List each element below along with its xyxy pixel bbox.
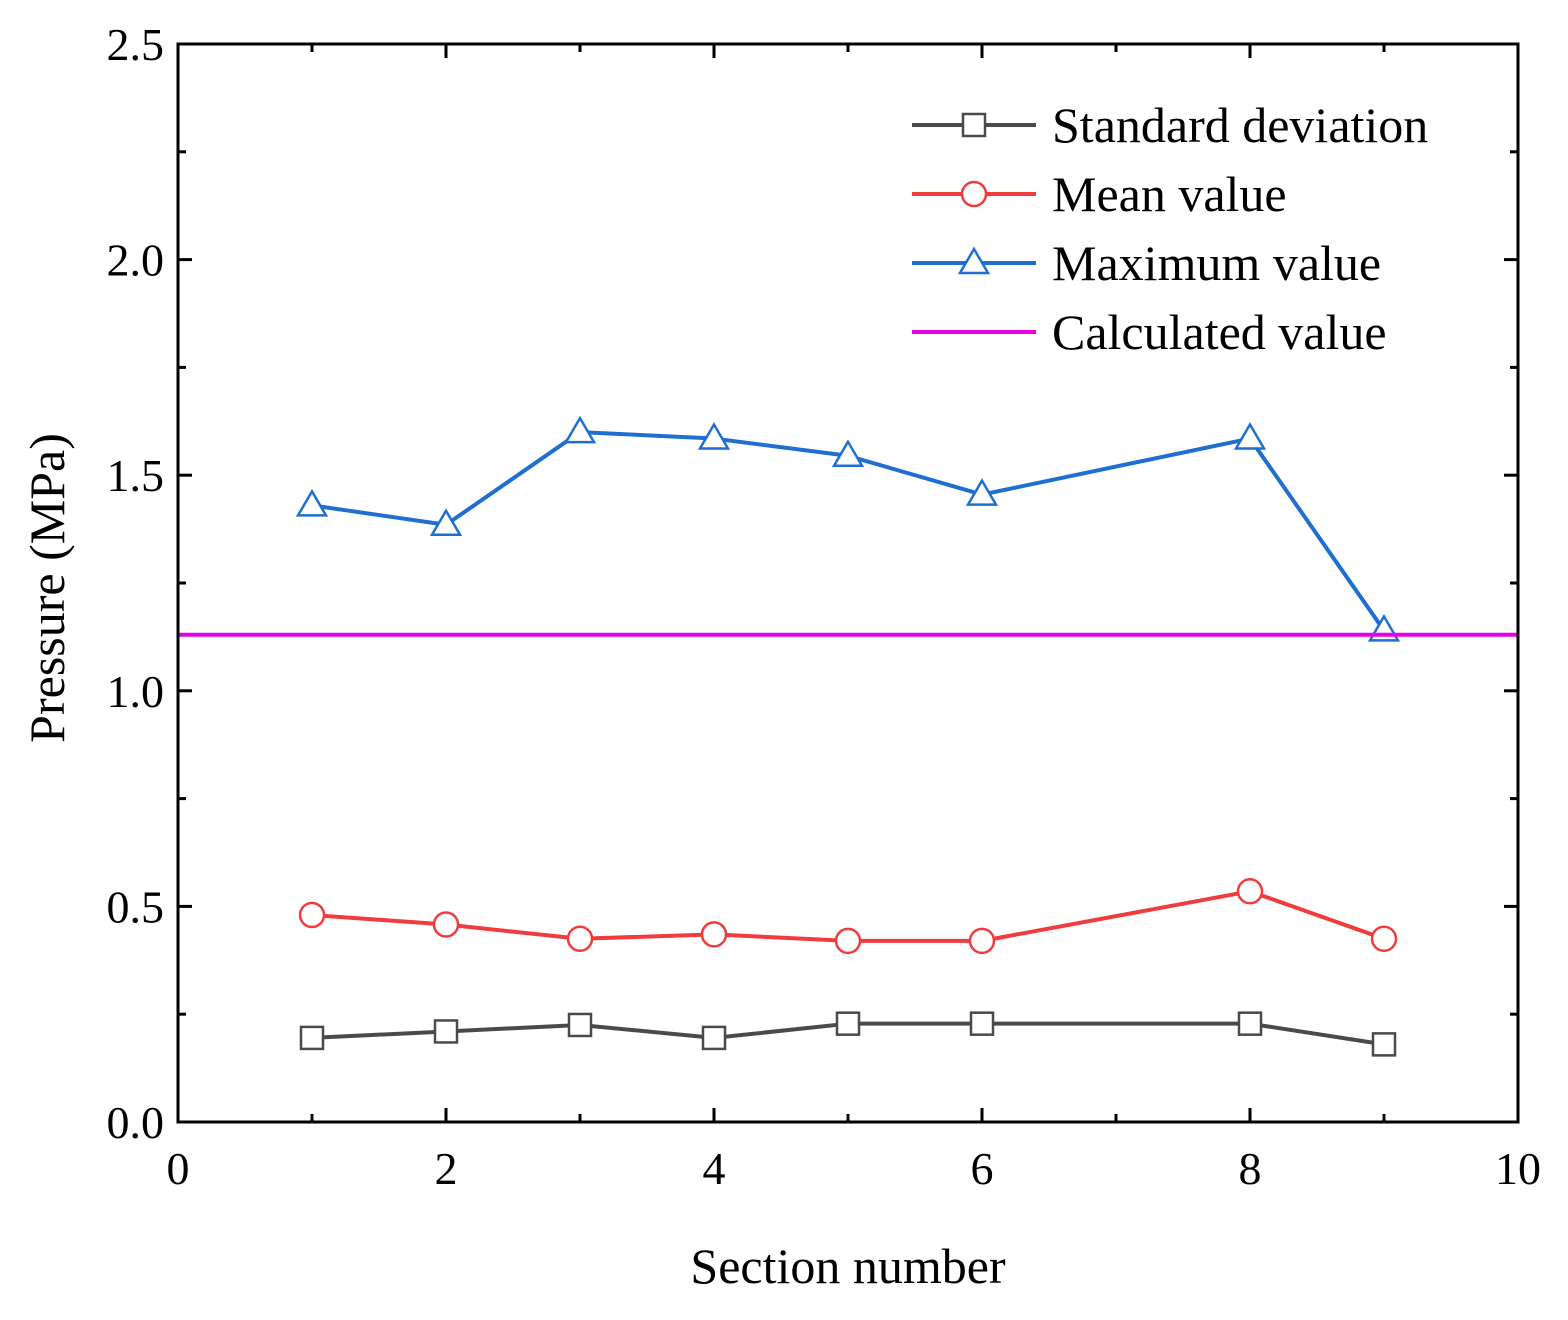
x-tick-label: 6 — [971, 1143, 994, 1194]
data-point-triangle — [965, 478, 999, 506]
legend-item: Mean value — [912, 166, 1287, 222]
data-point-circle — [1370, 925, 1398, 952]
y-tick-label: 0.5 — [107, 881, 165, 932]
legend-label: Standard deviation — [1052, 97, 1428, 153]
data-point-circle — [834, 927, 862, 955]
plot-frame — [176, 42, 1520, 1124]
data-point-square — [1371, 1032, 1397, 1057]
tick-labels: 0 2 4 6 8 10 0.0 0.5 1.0 1.5 2.0 2.5 — [107, 19, 1542, 1194]
legend-marker-circle — [960, 180, 988, 208]
data-point-triangle — [295, 488, 329, 517]
legend-marker-square — [961, 112, 987, 138]
y-tick-label: 0.0 — [107, 1097, 165, 1148]
x-tick-label: 4 — [703, 1143, 726, 1194]
axes — [176, 42, 1520, 1124]
legend-item: Maximum value — [912, 235, 1381, 291]
legend-marker-triangle — [957, 246, 991, 275]
data-point-square — [835, 1011, 861, 1036]
series-standard-deviation — [299, 1011, 1397, 1057]
data-point-circle — [968, 927, 996, 955]
data-point-circle — [298, 901, 326, 929]
data-point-triangle — [563, 415, 597, 444]
legend-label: Maximum value — [1052, 235, 1381, 291]
data-point-circle — [1236, 878, 1264, 905]
x-tick-label: 8 — [1239, 1143, 1262, 1194]
data-point-square — [299, 1025, 325, 1051]
data-point-square — [567, 1012, 593, 1038]
x-tick-label: 0 — [167, 1143, 190, 1194]
data-point-triangle — [1233, 422, 1267, 450]
legend-label: Mean value — [1052, 166, 1287, 222]
data-point-circle — [432, 911, 460, 938]
x-tick-label: 10 — [1495, 1143, 1541, 1194]
y-tick-label: 1.0 — [107, 666, 165, 717]
y-tick-label: 1.5 — [107, 450, 165, 501]
x-tick-label: 2 — [435, 1143, 458, 1194]
series-layer — [178, 415, 1518, 1057]
series-line — [311, 889, 1385, 943]
legend-item: Standard deviation — [912, 97, 1428, 153]
series-line — [311, 430, 1386, 632]
data-point-circle — [566, 925, 594, 952]
data-point-square — [701, 1025, 727, 1051]
series-mean-value — [298, 878, 1398, 955]
y-tick-label: 2.0 — [107, 235, 165, 286]
legend-label: Calculated value — [1052, 304, 1387, 360]
y-axis-title: Pressure (MPa) — [19, 433, 75, 743]
data-point-triangle — [697, 422, 731, 450]
data-point-square — [969, 1011, 995, 1036]
x-axis-title: Section number — [690, 1238, 1006, 1294]
data-point-square — [433, 1019, 459, 1044]
data-point-triangle — [831, 439, 865, 468]
data-point-triangle — [1367, 613, 1401, 642]
series-line — [311, 1021, 1385, 1047]
series-maximum-value — [295, 415, 1401, 642]
y-tick-label: 2.5 — [107, 19, 165, 70]
data-point-square — [1237, 1011, 1263, 1036]
data-point-triangle — [429, 508, 463, 537]
data-point-circle — [700, 921, 728, 948]
legend-item: Calculated value — [912, 304, 1387, 360]
legend: Standard deviation Mean value Maximum valu… — [912, 97, 1428, 360]
